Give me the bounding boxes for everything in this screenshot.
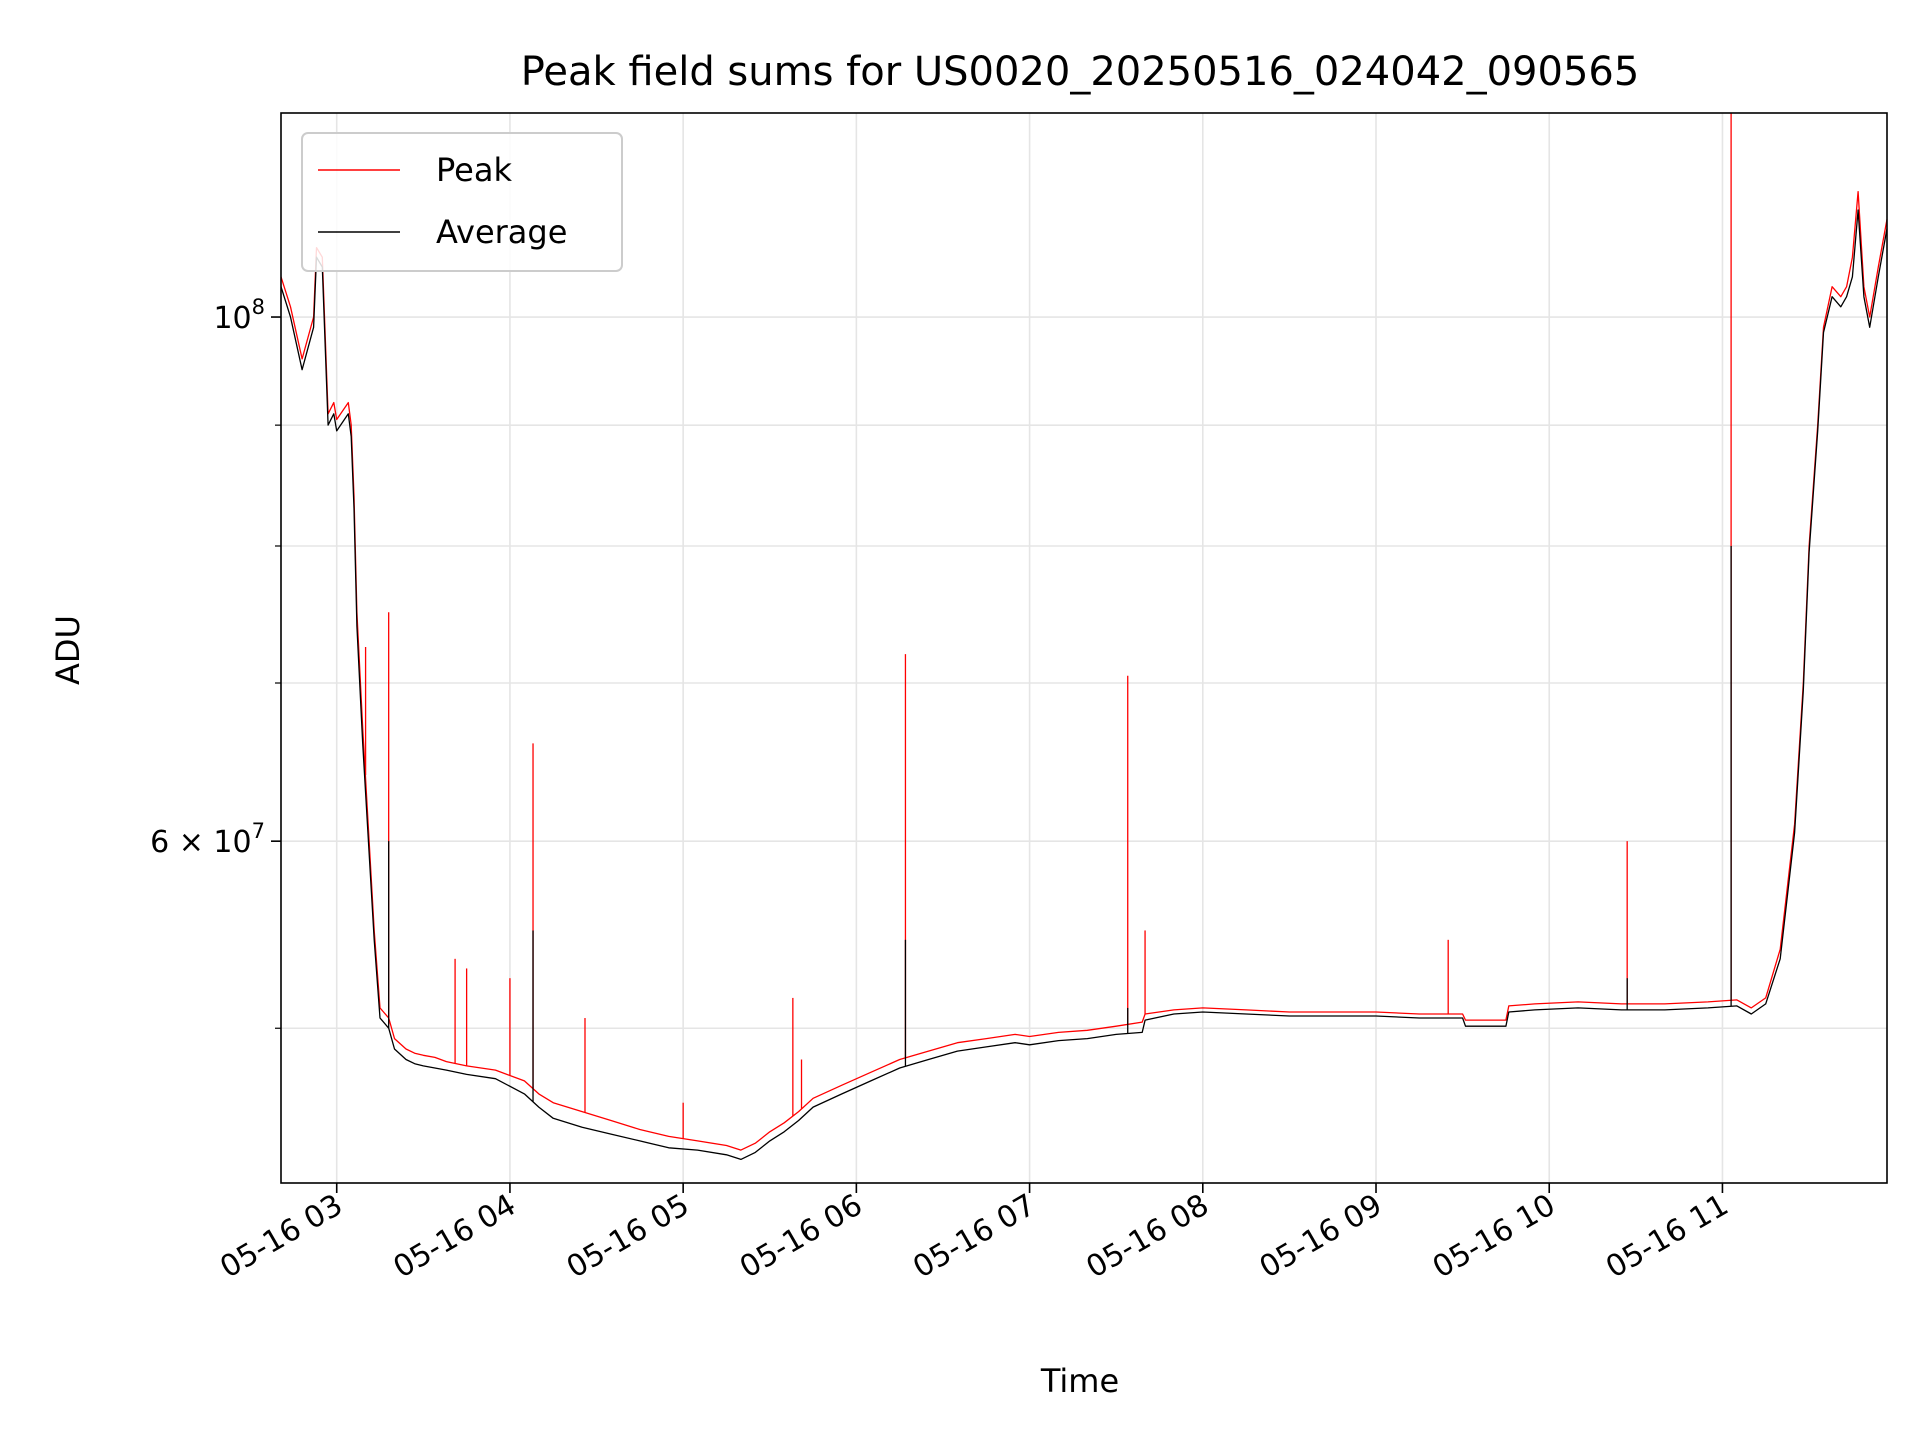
legend-label-peak: Peak: [436, 151, 512, 189]
series-line-peak: [280, 190, 1888, 1151]
x-axis-label: Time: [1040, 1362, 1119, 1400]
y-tick-label-exponent: 8: [252, 295, 265, 319]
y-tick-label-base: 10: [213, 301, 251, 336]
chart-title: Peak field sums for US0020_20250516_0240…: [521, 49, 1640, 95]
legend-label-average: Average: [436, 213, 567, 251]
legend-box: [301, 132, 623, 272]
y-tick-label: 108: [213, 295, 265, 336]
y-tick-label: 6 × 107: [150, 819, 265, 860]
plot-frame: [280, 112, 1888, 1184]
y-tick-label-base: 6 × 10: [150, 825, 251, 860]
series-layer: [280, 113, 1888, 1161]
legend: Peak Average: [301, 132, 623, 272]
y-tick-label-exponent: 7: [252, 819, 265, 843]
grid-layer: [281, 113, 1887, 1183]
series-line-average: [280, 209, 1888, 1161]
y-axis-label: ADU: [49, 615, 87, 685]
